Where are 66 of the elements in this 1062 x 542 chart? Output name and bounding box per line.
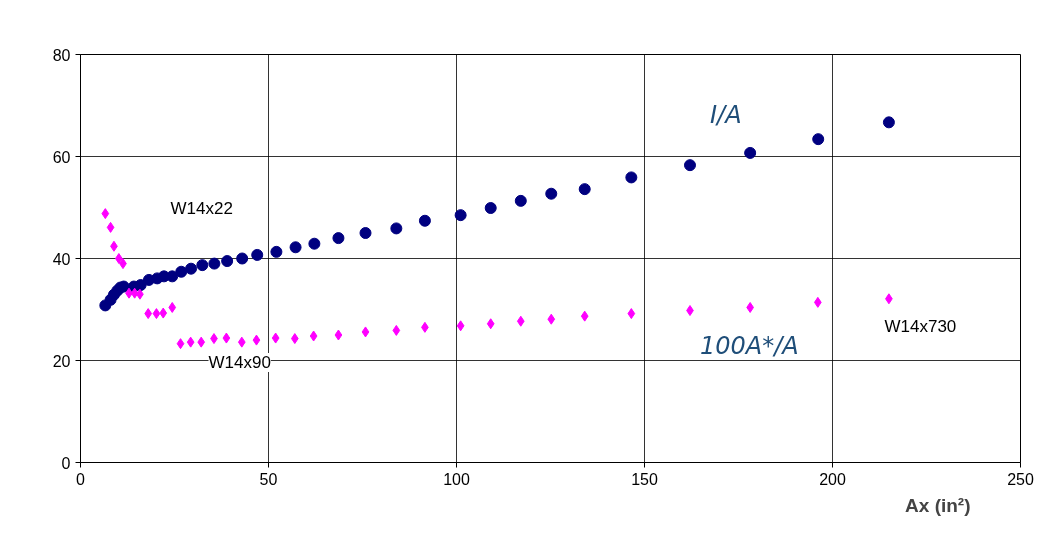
point [237,336,246,348]
point [454,209,467,222]
point [185,262,198,275]
point [144,308,153,320]
point [882,116,895,129]
point [186,336,195,348]
series-label: 100A*/A [700,331,799,360]
point [744,146,757,159]
x-tick-label: 150 [631,470,658,488]
point [197,336,206,348]
point [270,245,283,258]
point [221,255,234,268]
point [812,133,825,146]
point [684,159,696,172]
annotation: W14x730 [884,317,957,336]
point [175,265,188,278]
x-axis-title: Ax (in²) [905,494,971,516]
point [101,208,110,220]
y-tick-label: 80 [52,46,71,64]
point [115,253,123,264]
x-tick-label: 50 [259,470,278,488]
x-tick-label: 200 [819,470,846,488]
point [547,313,556,325]
y-tick-label: 20 [52,352,71,370]
point [545,187,558,200]
point [106,221,115,233]
point [152,308,161,320]
point [625,171,638,184]
point [456,320,465,332]
point [176,338,185,350]
point [271,332,280,344]
x-tick-label: 100 [443,470,470,488]
point [627,308,636,320]
point [578,183,591,196]
point [390,222,403,235]
point [222,332,231,344]
series-label: I/A [710,101,742,130]
annotation: W14x22 [170,199,233,218]
point [514,194,527,207]
point [580,310,589,322]
point [361,326,370,338]
annotation: W14x90 [208,353,271,372]
point [392,324,401,336]
point [289,241,302,254]
x-tick-label: 0 [76,470,86,488]
point [309,330,318,342]
point [359,227,372,239]
point [486,318,495,330]
point [208,257,221,270]
point [252,334,261,346]
point [484,202,497,214]
point [159,307,168,319]
point [168,301,177,313]
point [196,259,209,272]
y-tick-label: 40 [52,250,71,268]
point [236,252,249,265]
x-tick-label: 250 [1007,470,1034,488]
point [516,315,525,327]
point [251,248,264,261]
point [418,214,431,227]
y-tick-label: 60 [52,148,71,166]
point [332,232,345,245]
point [334,329,343,341]
point [290,333,299,345]
y-tick-label: 0 [61,454,71,472]
point [308,237,321,250]
